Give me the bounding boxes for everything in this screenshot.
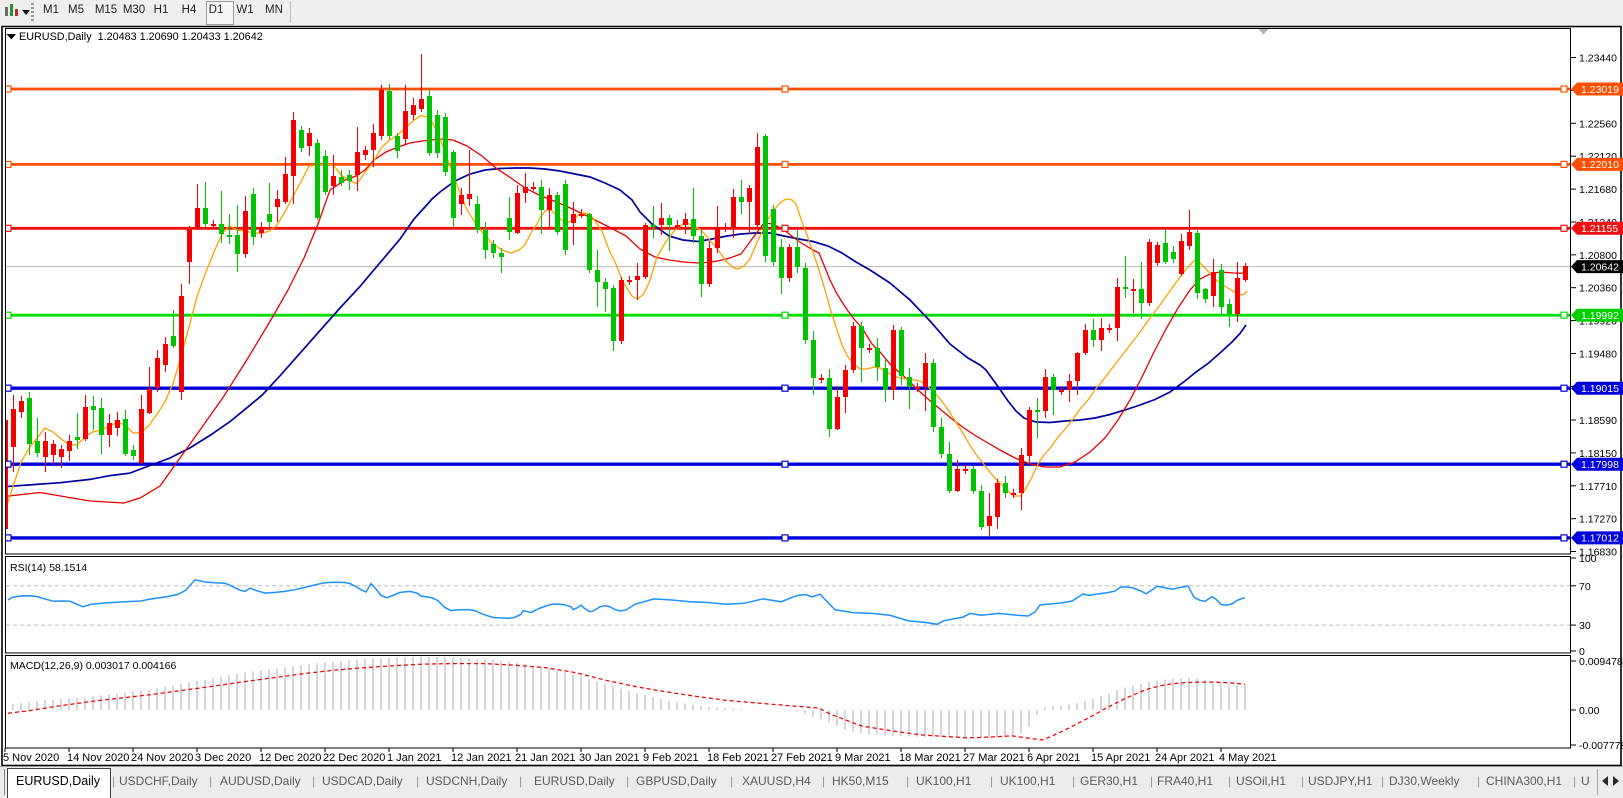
svg-text:1.16830: 1.16830 [1579, 547, 1617, 559]
svg-text:18 Mar 2021: 18 Mar 2021 [899, 752, 961, 764]
svg-text:1.18150: 1.18150 [1579, 448, 1617, 460]
svg-text:-0.007778: -0.007778 [1579, 740, 1623, 752]
svg-text:0.009478: 0.009478 [1579, 656, 1623, 668]
svg-text:24 Nov 2020: 24 Nov 2020 [131, 752, 193, 764]
svg-text:22 Dec 2020: 22 Dec 2020 [323, 752, 385, 764]
svg-text:1.22560: 1.22560 [1579, 118, 1617, 130]
svg-text:21 Jan 2021: 21 Jan 2021 [515, 752, 576, 764]
svg-text:4 May 2021: 4 May 2021 [1219, 752, 1276, 764]
svg-text:0.00: 0.00 [1579, 705, 1600, 717]
svg-text:1.20800: 1.20800 [1579, 250, 1617, 262]
svg-text:1.21155: 1.21155 [1581, 223, 1618, 235]
svg-text:1.20642: 1.20642 [1581, 261, 1619, 273]
svg-text:MACD(12,26,9) 0.003017 0.00416: MACD(12,26,9) 0.003017 0.004166 [10, 660, 177, 672]
svg-text:12 Jan 2021: 12 Jan 2021 [451, 752, 512, 764]
svg-text:27 Feb 2021: 27 Feb 2021 [771, 752, 833, 764]
svg-text:1.23440: 1.23440 [1579, 53, 1617, 65]
svg-text:12 Dec 2020: 12 Dec 2020 [259, 752, 321, 764]
svg-text:1.18590: 1.18590 [1579, 415, 1617, 427]
svg-text:1.17012: 1.17012 [1581, 533, 1619, 545]
svg-text:3 Dec 2020: 3 Dec 2020 [195, 752, 251, 764]
svg-text:1.17270: 1.17270 [1579, 514, 1617, 526]
svg-text:9 Feb 2021: 9 Feb 2021 [643, 752, 699, 764]
svg-text:14 Nov 2020: 14 Nov 2020 [67, 752, 129, 764]
svg-text:100: 100 [1579, 553, 1597, 565]
svg-text:27 Mar 2021: 27 Mar 2021 [963, 752, 1025, 764]
svg-text:1.19015: 1.19015 [1581, 383, 1619, 395]
svg-text:1.17710: 1.17710 [1579, 481, 1617, 493]
svg-text:30: 30 [1579, 620, 1591, 632]
svg-text:1.19480: 1.19480 [1579, 349, 1617, 361]
svg-text:15 Apr 2021: 15 Apr 2021 [1091, 752, 1150, 764]
svg-text:6 Apr 2021: 6 Apr 2021 [1027, 752, 1080, 764]
svg-text:1.21680: 1.21680 [1579, 184, 1617, 196]
svg-text:18 Feb 2021: 18 Feb 2021 [707, 752, 769, 764]
svg-text:0: 0 [1579, 646, 1585, 658]
svg-text:1.17998: 1.17998 [1581, 459, 1619, 471]
svg-text:1.19992: 1.19992 [1581, 310, 1619, 322]
svg-text:RSI(14) 58.1514: RSI(14) 58.1514 [10, 562, 87, 574]
svg-text:9 Mar 2021: 9 Mar 2021 [835, 752, 891, 764]
svg-text:1.20360: 1.20360 [1579, 283, 1617, 295]
svg-text:24 Apr 2021: 24 Apr 2021 [1155, 752, 1214, 764]
svg-text:30 Jan 2021: 30 Jan 2021 [579, 752, 640, 764]
svg-text:1.23019: 1.23019 [1581, 84, 1619, 96]
svg-text:1.22010: 1.22010 [1581, 159, 1619, 171]
svg-text:70: 70 [1579, 581, 1591, 593]
svg-text:5 Nov 2020: 5 Nov 2020 [3, 752, 59, 764]
svg-text:1 Jan 2021: 1 Jan 2021 [387, 752, 441, 764]
svg-text:EURUSD,Daily 1.20483 1.20690: EURUSD,Daily 1.20483 1.20690 1.20433 1.2… [19, 31, 263, 43]
